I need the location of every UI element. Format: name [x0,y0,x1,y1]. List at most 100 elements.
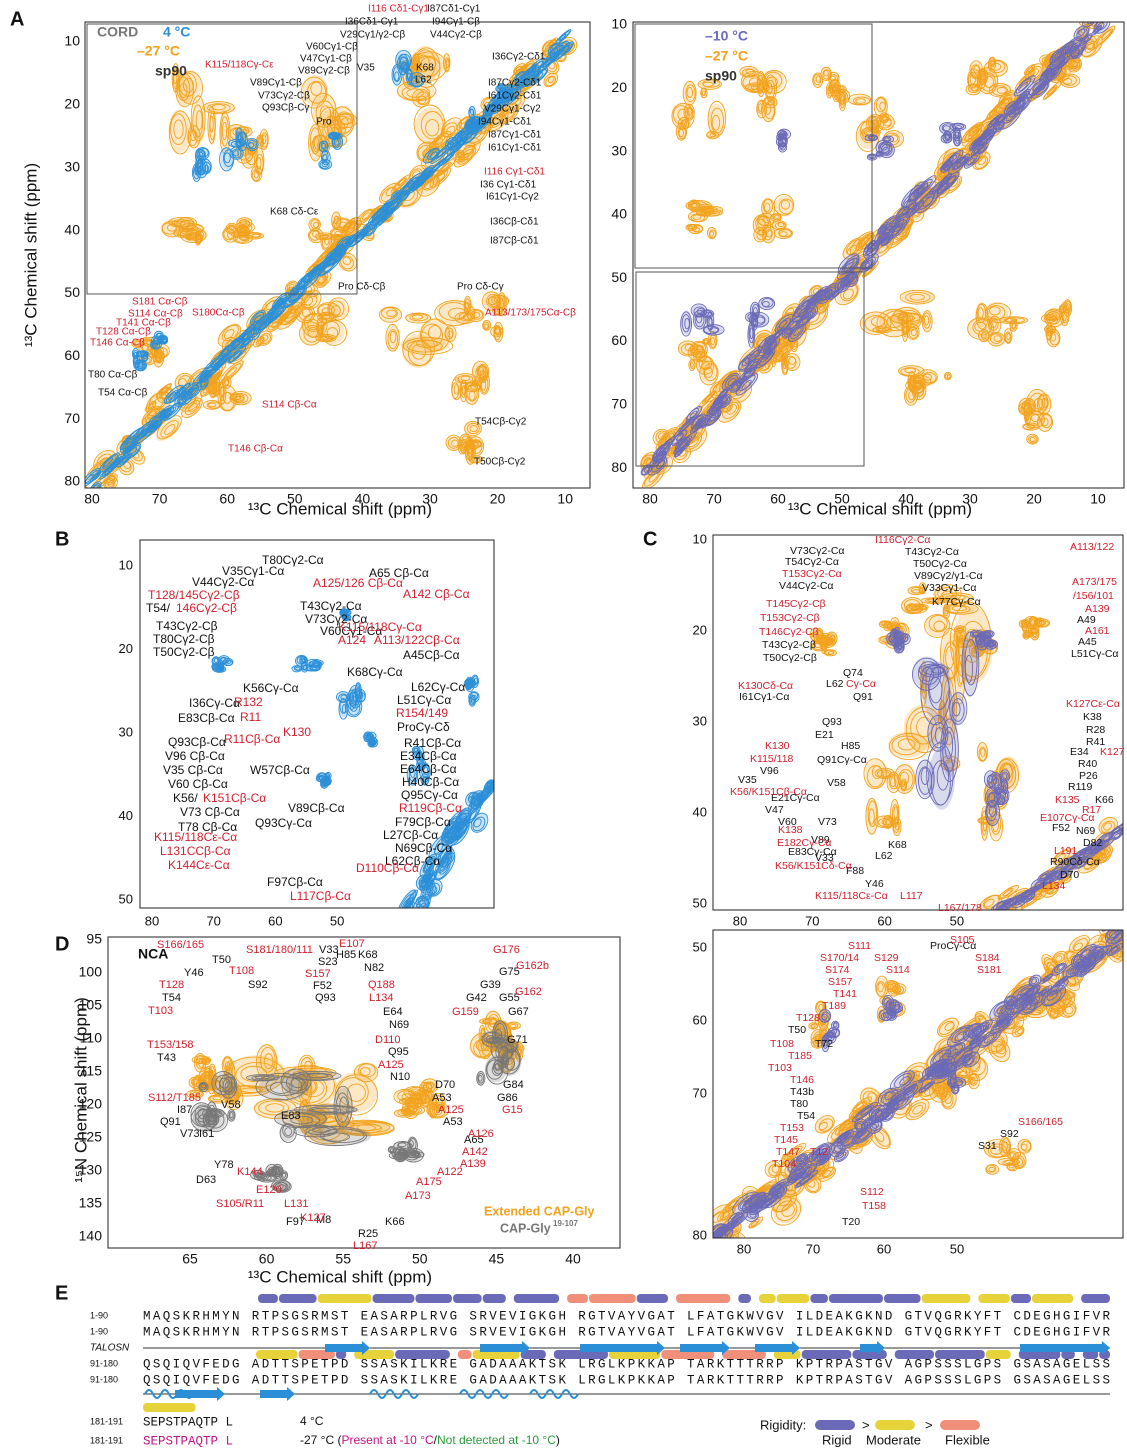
peak-label: Q91Cγ-Cα [817,754,867,766]
peak-label: K130Cδ-Cα [738,680,793,692]
peak-label: T80 Cα-Cβ [88,370,138,381]
peak-label: T54Cγ2-Cα [785,556,839,568]
peak-label: E64Cβ-Cα [400,762,457,776]
tick-label: 30 [611,142,627,158]
peak-label: A113/173/175Cα-Cβ [485,308,576,319]
peak-label: K115/118Cε-Cα [154,830,237,844]
peak-label: V89Cβ-Cα [288,801,345,815]
tick-label: 70 [805,913,819,928]
peak-label: K115/118 [750,753,794,765]
peak-label: Y46 [865,878,884,890]
peak-label: V47Cγ1-Cβ [300,54,352,65]
peak-label: K130 [283,725,311,739]
peak-label: R41Cβ-Cα [404,736,461,750]
peak-label: T43Cγ2-Cβ [156,619,218,633]
peak-label: I116 Cγ1-Cδ1 [484,167,545,178]
peak-label: T128/145Cγ2-Cβ [148,588,240,602]
peak-label: T50Cγ2-Cα [913,558,967,570]
peak-label: K144Cε-Cα [168,858,230,872]
peak-label: N69 [1076,825,1095,837]
peak-label: V89Cγ2/γ1-Cα [914,570,983,582]
tick-label: 10 [693,531,707,546]
peak-label: L131CCβ-Cα [160,844,231,858]
tick-label: 20 [611,79,627,95]
peak-label: V96 [760,765,779,777]
peak-label: I61Cγ1-Cα [739,691,789,703]
axis-title: ¹³C Chemical shift (ppm) [21,163,40,347]
peak-label: K127Cε-Cα [1066,698,1120,710]
contour [996,909,1009,920]
peak-label: T50Cγ2-Cβ [153,645,215,659]
peak-label: /156/101 [1073,590,1114,602]
peak-label: V35 [357,63,375,74]
peak-label: Q95Cγ-Cα [401,788,458,802]
contour-fill [320,319,345,344]
legend-label: sp90 [705,68,737,84]
legend-label: –27 °C [137,43,180,59]
peak-label: A161 [1085,625,1110,637]
peak-label: V96 Cβ-Cα [165,749,225,763]
peak-label: K56/K151Cδ-Cα [775,860,852,872]
peak-label: I94Cγ1-Cδ1 [478,117,532,128]
tick-label: 50 [611,269,627,285]
tick-label: 80 [145,913,159,928]
peak-label: A142 Cβ-Cα [403,587,470,601]
tick-label: 70 [706,491,722,507]
peak-label: R11Cβ-Cα [224,732,280,746]
peak-label: S181 Cα-Cβ [132,297,188,308]
peak-label: I87Cγ1-Cδ1 [488,130,542,141]
peak-label: D110Cβ-Cα [356,861,419,875]
peak-label: A125/126 Cβ-Cα [313,576,403,590]
peak-label: K56Cγ-Cα [243,681,299,695]
frame [635,24,872,268]
tick-label: 80 [642,491,658,507]
peak-label: F97Cβ-Cα [267,875,323,889]
peak-label: F79Cβ-Cα [395,815,451,829]
peak-label: H40Cβ-Cα [402,775,459,789]
peak-label: A45Cβ-Cα [403,648,460,662]
peak-label: I61Cγ1-Cγ2 [486,192,539,203]
peak-label: T146 Cα-Cβ [90,338,145,349]
tick-label: 70 [152,491,168,507]
peak-label: Q93Cβ-Cα [168,735,226,749]
tick-label: 60 [64,347,80,363]
tick-label: 80 [733,913,747,928]
peak-label: I61Cγ2-Cδ1 [488,91,542,102]
peak-label: E21 [815,729,834,741]
tick-label: 60 [877,913,891,928]
peak-label: T43Cγ2-Cα [905,546,959,558]
peak-label: V35 Cβ-Cα [163,763,223,777]
peak-label: K115/118Cε-Cα [815,890,888,902]
peak-label: T80Cγ2-Cβ [153,632,215,646]
peak-label: V73 Cβ-Cα [180,805,240,819]
peak-label: E34Cβ-Cα [400,749,457,763]
peak-label: T50Cγ2-Cβ [763,652,817,664]
peak-label: Q93 [822,716,842,728]
tick-label: 30 [693,713,707,728]
tick-label: 50 [64,284,80,300]
peak-label: V89Cγ1-Cβ [250,78,302,89]
peak-label: I36Cγ2-Cδ1 [492,52,546,63]
peak-label: I36 Cγ1-Cδ1 [480,180,537,191]
peak-label: V73 [818,816,837,828]
panel-letter: B [55,528,69,550]
tick-label: 10 [611,16,627,32]
peak-label: N69Cβ-Cα [395,841,452,855]
contour [1088,13,1097,22]
peak-label: K138 [778,824,803,836]
tick-label: 80 [64,473,80,489]
peak-label: T43Cγ2-Cα [300,599,362,613]
peak-label: Cγ-Cα [846,678,876,690]
peak-label: V47 [765,804,784,816]
tick-label: 10 [1090,491,1106,507]
tick-label: 10 [119,557,133,572]
peak-label: T146 Cβ-Cα [228,444,283,455]
panel-letter: A [10,8,24,30]
peak-label: V73Cγ2-Cβ [258,91,310,102]
contour [1124,827,1127,833]
figure: ACORD4 °C–27 °Csp90807060504030201010203… [0,0,1127,1449]
contour [494,772,503,783]
peak-label: L62 [826,678,844,690]
tick-label: 50 [330,913,344,928]
contour-fill [415,107,446,145]
